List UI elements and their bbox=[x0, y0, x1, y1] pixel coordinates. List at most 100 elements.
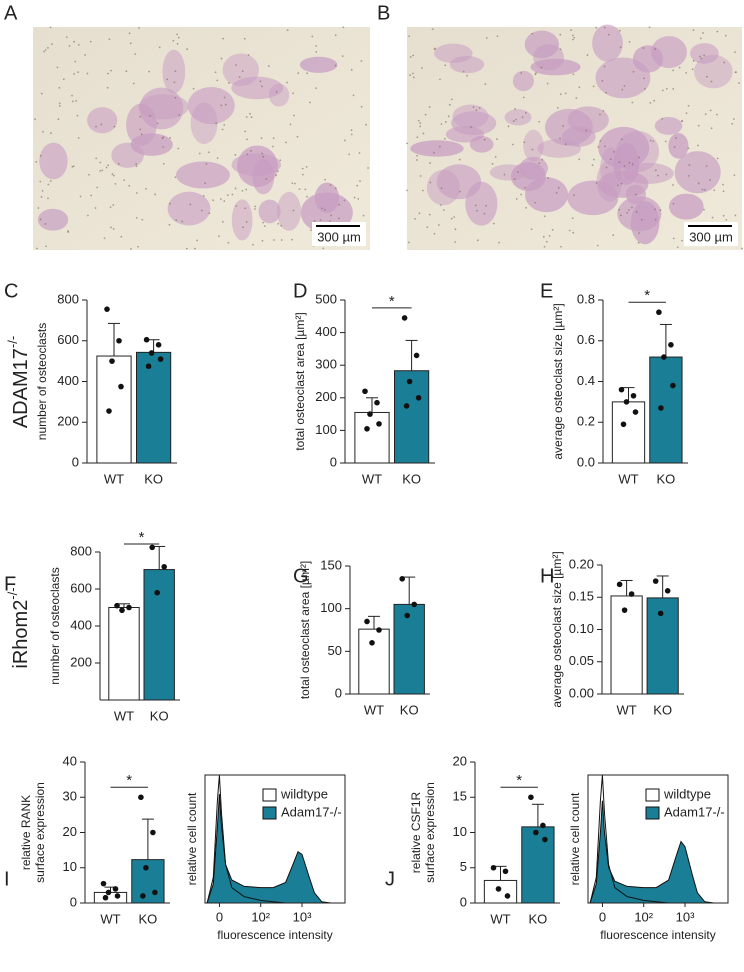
speck bbox=[723, 61, 726, 64]
speck bbox=[507, 125, 510, 128]
speck bbox=[37, 207, 40, 209]
speck bbox=[309, 101, 311, 104]
x-tick-label: 0 bbox=[216, 909, 223, 924]
speck bbox=[412, 54, 415, 57]
speck bbox=[559, 137, 561, 140]
plot-frame bbox=[204, 774, 346, 904]
y-axis-label: surface expression bbox=[423, 782, 437, 883]
data-point bbox=[374, 399, 380, 406]
speck bbox=[559, 48, 562, 51]
speck bbox=[709, 109, 712, 112]
data-point bbox=[145, 363, 152, 370]
speck bbox=[330, 214, 332, 217]
speck bbox=[254, 208, 256, 210]
speck bbox=[592, 158, 595, 161]
y-tick-label: 100 bbox=[315, 422, 337, 437]
speck bbox=[470, 126, 472, 128]
speck bbox=[409, 74, 411, 77]
speck bbox=[716, 157, 719, 160]
speck bbox=[173, 81, 176, 84]
speck bbox=[168, 223, 171, 226]
speck bbox=[344, 139, 346, 142]
y-tick-label: 500 bbox=[315, 291, 337, 306]
speck bbox=[472, 106, 475, 108]
speck bbox=[86, 72, 89, 75]
y-tick-label: 0.00 bbox=[569, 685, 594, 700]
speck bbox=[652, 140, 655, 143]
speck bbox=[685, 112, 688, 115]
speck bbox=[227, 241, 230, 244]
speck bbox=[221, 128, 224, 131]
cell bbox=[689, 43, 719, 64]
speck bbox=[638, 156, 641, 159]
speck bbox=[220, 104, 223, 107]
speck bbox=[701, 188, 704, 191]
speck bbox=[596, 244, 599, 247]
speck bbox=[292, 209, 295, 212]
speck bbox=[112, 174, 115, 177]
data-point bbox=[502, 868, 509, 875]
speck bbox=[137, 245, 139, 248]
y-axis-label: number of osteoclasts bbox=[48, 567, 62, 684]
speck bbox=[725, 218, 728, 221]
speck bbox=[722, 190, 725, 193]
speck bbox=[426, 226, 429, 229]
data-point bbox=[401, 315, 408, 321]
speck bbox=[322, 247, 325, 250]
speck bbox=[338, 217, 340, 220]
cell bbox=[469, 135, 494, 153]
cell bbox=[668, 132, 689, 159]
speck bbox=[476, 239, 479, 242]
speck bbox=[204, 182, 207, 185]
speck bbox=[715, 113, 718, 116]
speck bbox=[454, 228, 457, 231]
speck bbox=[39, 218, 42, 221]
row-label-sup: -/- bbox=[5, 336, 20, 348]
speck bbox=[564, 143, 567, 146]
speck bbox=[241, 70, 244, 73]
speck bbox=[272, 137, 275, 139]
speck bbox=[637, 241, 640, 244]
x-tick-label: WT bbox=[100, 911, 120, 926]
speck bbox=[260, 137, 263, 140]
data-point bbox=[104, 306, 110, 312]
speck bbox=[512, 120, 515, 122]
speck bbox=[212, 199, 215, 202]
speck bbox=[672, 237, 675, 240]
speck bbox=[654, 208, 656, 211]
speck bbox=[342, 26, 345, 29]
speck bbox=[298, 188, 301, 191]
speck bbox=[302, 173, 304, 176]
speck bbox=[47, 183, 50, 186]
speck bbox=[113, 125, 116, 128]
speck bbox=[156, 122, 159, 125]
panel-letter: C bbox=[4, 280, 18, 302]
speck bbox=[305, 165, 308, 168]
row-label: ADAM17-/- bbox=[5, 336, 32, 428]
speck bbox=[72, 165, 75, 168]
speck bbox=[525, 206, 527, 209]
speck bbox=[704, 113, 707, 116]
speck bbox=[541, 158, 544, 161]
y-tick-label: 0.8 bbox=[577, 291, 595, 306]
speck bbox=[418, 212, 421, 215]
speck bbox=[129, 42, 132, 45]
data-point bbox=[616, 581, 623, 588]
speck bbox=[234, 154, 237, 156]
speck bbox=[238, 76, 241, 79]
speck bbox=[175, 219, 178, 222]
micrographs bbox=[33, 24, 743, 250]
speck bbox=[112, 228, 115, 230]
speck bbox=[634, 193, 637, 196]
y-axis-label: average osteoclast size [µm²] bbox=[550, 551, 564, 707]
panel-letter: F bbox=[4, 573, 16, 595]
speck bbox=[75, 99, 78, 102]
speck bbox=[433, 151, 435, 154]
speck bbox=[437, 224, 440, 226]
speck bbox=[733, 174, 736, 177]
plot-frame bbox=[587, 774, 729, 904]
cell bbox=[651, 36, 688, 69]
y-tick-label: 10 bbox=[453, 824, 467, 839]
speck bbox=[177, 147, 180, 150]
speck bbox=[296, 135, 299, 138]
